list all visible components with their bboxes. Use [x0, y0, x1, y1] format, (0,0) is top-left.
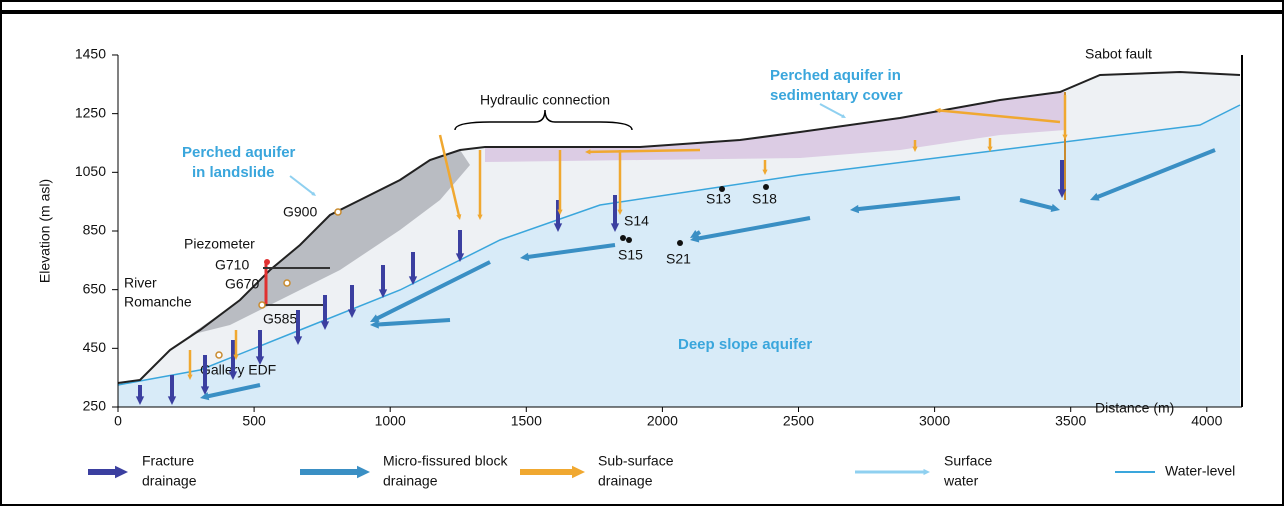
- legend-label: drainage: [598, 473, 653, 489]
- label: G670: [225, 276, 259, 292]
- legend-label: Fracture: [142, 453, 194, 469]
- label: G710: [215, 257, 249, 273]
- label: Perched aquifer: [182, 144, 296, 161]
- label: River: [124, 275, 157, 291]
- y-label: Elevation (m asl): [37, 179, 53, 283]
- y-tick-label: 450: [83, 339, 107, 355]
- x-tick-label: 3500: [1055, 413, 1086, 429]
- y-tick-label: 850: [83, 222, 107, 238]
- y-tick-label: 650: [83, 280, 107, 296]
- label: S15: [618, 247, 643, 263]
- flow-head: [572, 466, 585, 479]
- piezometer-head: [264, 259, 270, 265]
- x-tick-label: 2500: [783, 413, 814, 429]
- label: Deep slope aquifer: [678, 336, 812, 353]
- legend-label: Surface: [944, 453, 992, 469]
- legend-label: Water-level: [1165, 463, 1235, 479]
- x-tick-label: 500: [242, 413, 266, 429]
- label: G900: [283, 204, 317, 220]
- label: in landslide: [192, 164, 275, 181]
- label: Gallery EDF: [200, 362, 276, 378]
- label: Romanche: [124, 294, 192, 310]
- brace: [455, 110, 632, 130]
- top-frame: [1, 1, 1283, 11]
- y-tick-label: 250: [83, 398, 107, 414]
- flow-head: [357, 466, 370, 479]
- label: Sabot fault: [1085, 46, 1152, 62]
- label: Piezometer: [184, 236, 255, 252]
- label: sedimentary cover: [770, 87, 903, 104]
- label: S18: [752, 191, 777, 207]
- flow-head: [115, 466, 128, 479]
- label: S14: [624, 213, 649, 229]
- flow-shaft: [290, 176, 313, 194]
- label: Perched aquifer in: [770, 67, 901, 84]
- figure: Elevation (m asl) Distance (m) Sabot fau…: [0, 0, 1284, 506]
- x-tick-label: 3000: [919, 413, 950, 429]
- y-tick-label: 1450: [75, 46, 106, 62]
- y-tick-label: 1250: [75, 104, 106, 120]
- legend-label: Micro-fissured block: [383, 453, 508, 469]
- y-tick-label: 1050: [75, 163, 106, 179]
- x-tick-label: 1000: [375, 413, 406, 429]
- legend-label: water: [943, 473, 979, 489]
- x-tick-label: 2000: [647, 413, 678, 429]
- legend-label: drainage: [142, 473, 197, 489]
- label: S21: [666, 251, 691, 267]
- label: Hydraulic connection: [480, 92, 610, 108]
- flow-shaft: [820, 104, 843, 116]
- x-tick-label: 1500: [511, 413, 542, 429]
- x-label: Distance (m): [1095, 400, 1174, 416]
- label: G585: [263, 311, 297, 327]
- legend-label: drainage: [383, 473, 438, 489]
- legend-label: Sub-surface: [598, 453, 674, 469]
- x-tick-label: 0: [114, 413, 122, 429]
- x-tick-label: 4000: [1191, 413, 1222, 429]
- flow-head: [924, 469, 930, 475]
- label: S13: [706, 191, 731, 207]
